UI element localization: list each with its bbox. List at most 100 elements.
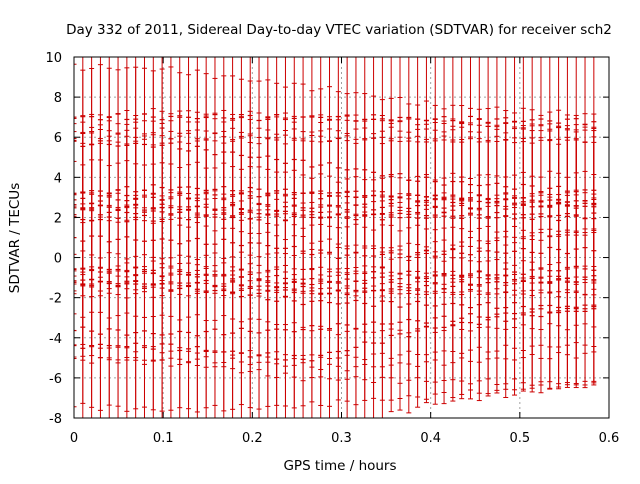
error-bar-point <box>503 244 509 398</box>
error-bar-point <box>494 240 500 394</box>
error-bar-point <box>89 268 95 418</box>
series-trace-5 <box>74 126 597 288</box>
series-trace-2 <box>74 63 597 269</box>
x-tick-label: 0.5 <box>509 431 530 446</box>
error-bar-point <box>520 236 526 390</box>
error-bar-point <box>371 266 377 418</box>
series-trace-1 <box>74 57 597 202</box>
error-bar-point <box>564 234 570 388</box>
series-trace-6 <box>74 132 597 298</box>
error-bar-point <box>467 245 473 400</box>
error-bar-point <box>74 123 77 277</box>
y-tick-label: 4 <box>54 171 62 186</box>
error-bar-point <box>362 265 368 418</box>
error-bar-point <box>221 275 227 418</box>
error-bar-point <box>282 283 288 418</box>
error-bar-point <box>512 242 518 396</box>
error-bar-point <box>547 235 553 389</box>
error-bar-point <box>556 234 562 388</box>
error-bar-point <box>291 278 297 418</box>
y-axis-title: SDTVAR / TECUs <box>7 183 23 293</box>
x-tick-label: 0.3 <box>331 431 352 446</box>
error-bar-point <box>74 160 77 315</box>
error-bar-point <box>168 267 174 418</box>
error-bar-point <box>159 267 165 418</box>
error-bar-point <box>274 282 280 418</box>
error-bar-point <box>327 275 333 418</box>
error-bar-point <box>74 63 77 218</box>
y-tick-label: -4 <box>49 332 62 347</box>
error-bar-point <box>238 276 244 418</box>
error-bar-point <box>300 282 306 418</box>
error-bar-point <box>379 266 385 418</box>
series-trace-11 <box>74 202 597 386</box>
error-bar-point <box>74 137 77 292</box>
y-tick-label: 2 <box>54 211 62 226</box>
error-bar-point <box>177 273 183 418</box>
y-tick-label: -6 <box>49 372 62 387</box>
error-bar-point <box>415 254 421 408</box>
error-bar-point <box>344 273 350 418</box>
error-bar-point <box>397 257 403 411</box>
y-tick-label: 10 <box>45 51 62 66</box>
error-bar-point <box>353 270 359 418</box>
error-bar-point <box>388 258 394 413</box>
error-bar-point <box>318 278 324 418</box>
error-bar-point <box>74 117 77 272</box>
series-trace-13 <box>74 228 597 418</box>
error-bar-point <box>256 278 262 418</box>
error-bar-point <box>476 247 482 402</box>
error-bar-point <box>212 275 218 418</box>
error-bar-point <box>115 270 121 418</box>
error-bar-point <box>529 239 535 393</box>
error-bar-point <box>450 248 456 402</box>
error-bar-point <box>80 271 86 418</box>
error-bar-point <box>74 205 77 360</box>
error-bar-point <box>423 249 429 404</box>
x-tick-label: 0 <box>70 431 78 446</box>
error-bar-point <box>441 250 447 405</box>
error-bar-point <box>335 274 341 418</box>
y-tick-label: -8 <box>49 412 62 427</box>
error-bar-point <box>265 276 271 418</box>
error-bar-point <box>432 251 438 405</box>
error-bar-point <box>247 280 253 418</box>
error-bar-point <box>106 268 112 418</box>
y-tick-label: 8 <box>54 91 62 106</box>
error-bar-point <box>124 269 130 418</box>
series-trace-10 <box>74 198 597 372</box>
error-bar-point <box>573 234 579 389</box>
x-axis-title: GPS time / hours <box>283 458 396 474</box>
x-tick-label: 0.2 <box>242 431 263 446</box>
error-bar-point <box>74 192 77 347</box>
error-bar-point <box>309 284 315 418</box>
series-trace-8 <box>74 159 597 336</box>
axis-ticks: 0 0.1 0.2 0.3 0.4 0.5 0.6 -8 -6 -4 -2 0 2 4 6 8 10 <box>45 51 619 446</box>
error-bar-point <box>459 245 465 400</box>
error-bar-point <box>406 259 412 414</box>
grid-lines <box>74 57 609 418</box>
error-bar-point <box>74 268 77 418</box>
error-bar-point <box>186 272 192 418</box>
series-trace-3 <box>74 108 597 284</box>
series-trace-4 <box>74 115 597 284</box>
error-bar-point <box>485 243 491 397</box>
y-tick-label: 6 <box>54 131 62 146</box>
error-bar-point <box>582 232 588 386</box>
error-bar-point <box>591 228 597 382</box>
error-bar-point <box>141 269 147 418</box>
error-bar-point <box>150 272 156 418</box>
error-bar-point <box>97 267 103 418</box>
error-bar-point <box>538 239 544 394</box>
series-trace-9 <box>74 189 597 361</box>
x-tick-label: 0.6 <box>599 431 620 446</box>
y-tick-label: 0 <box>54 252 62 267</box>
x-tick-label: 0.1 <box>153 431 174 446</box>
y-tick-label: -2 <box>49 292 62 307</box>
error-bar-point <box>230 274 236 418</box>
error-bar-point <box>74 253 77 408</box>
error-bar-point <box>74 204 77 358</box>
x-tick-label: 0.4 <box>420 431 441 446</box>
